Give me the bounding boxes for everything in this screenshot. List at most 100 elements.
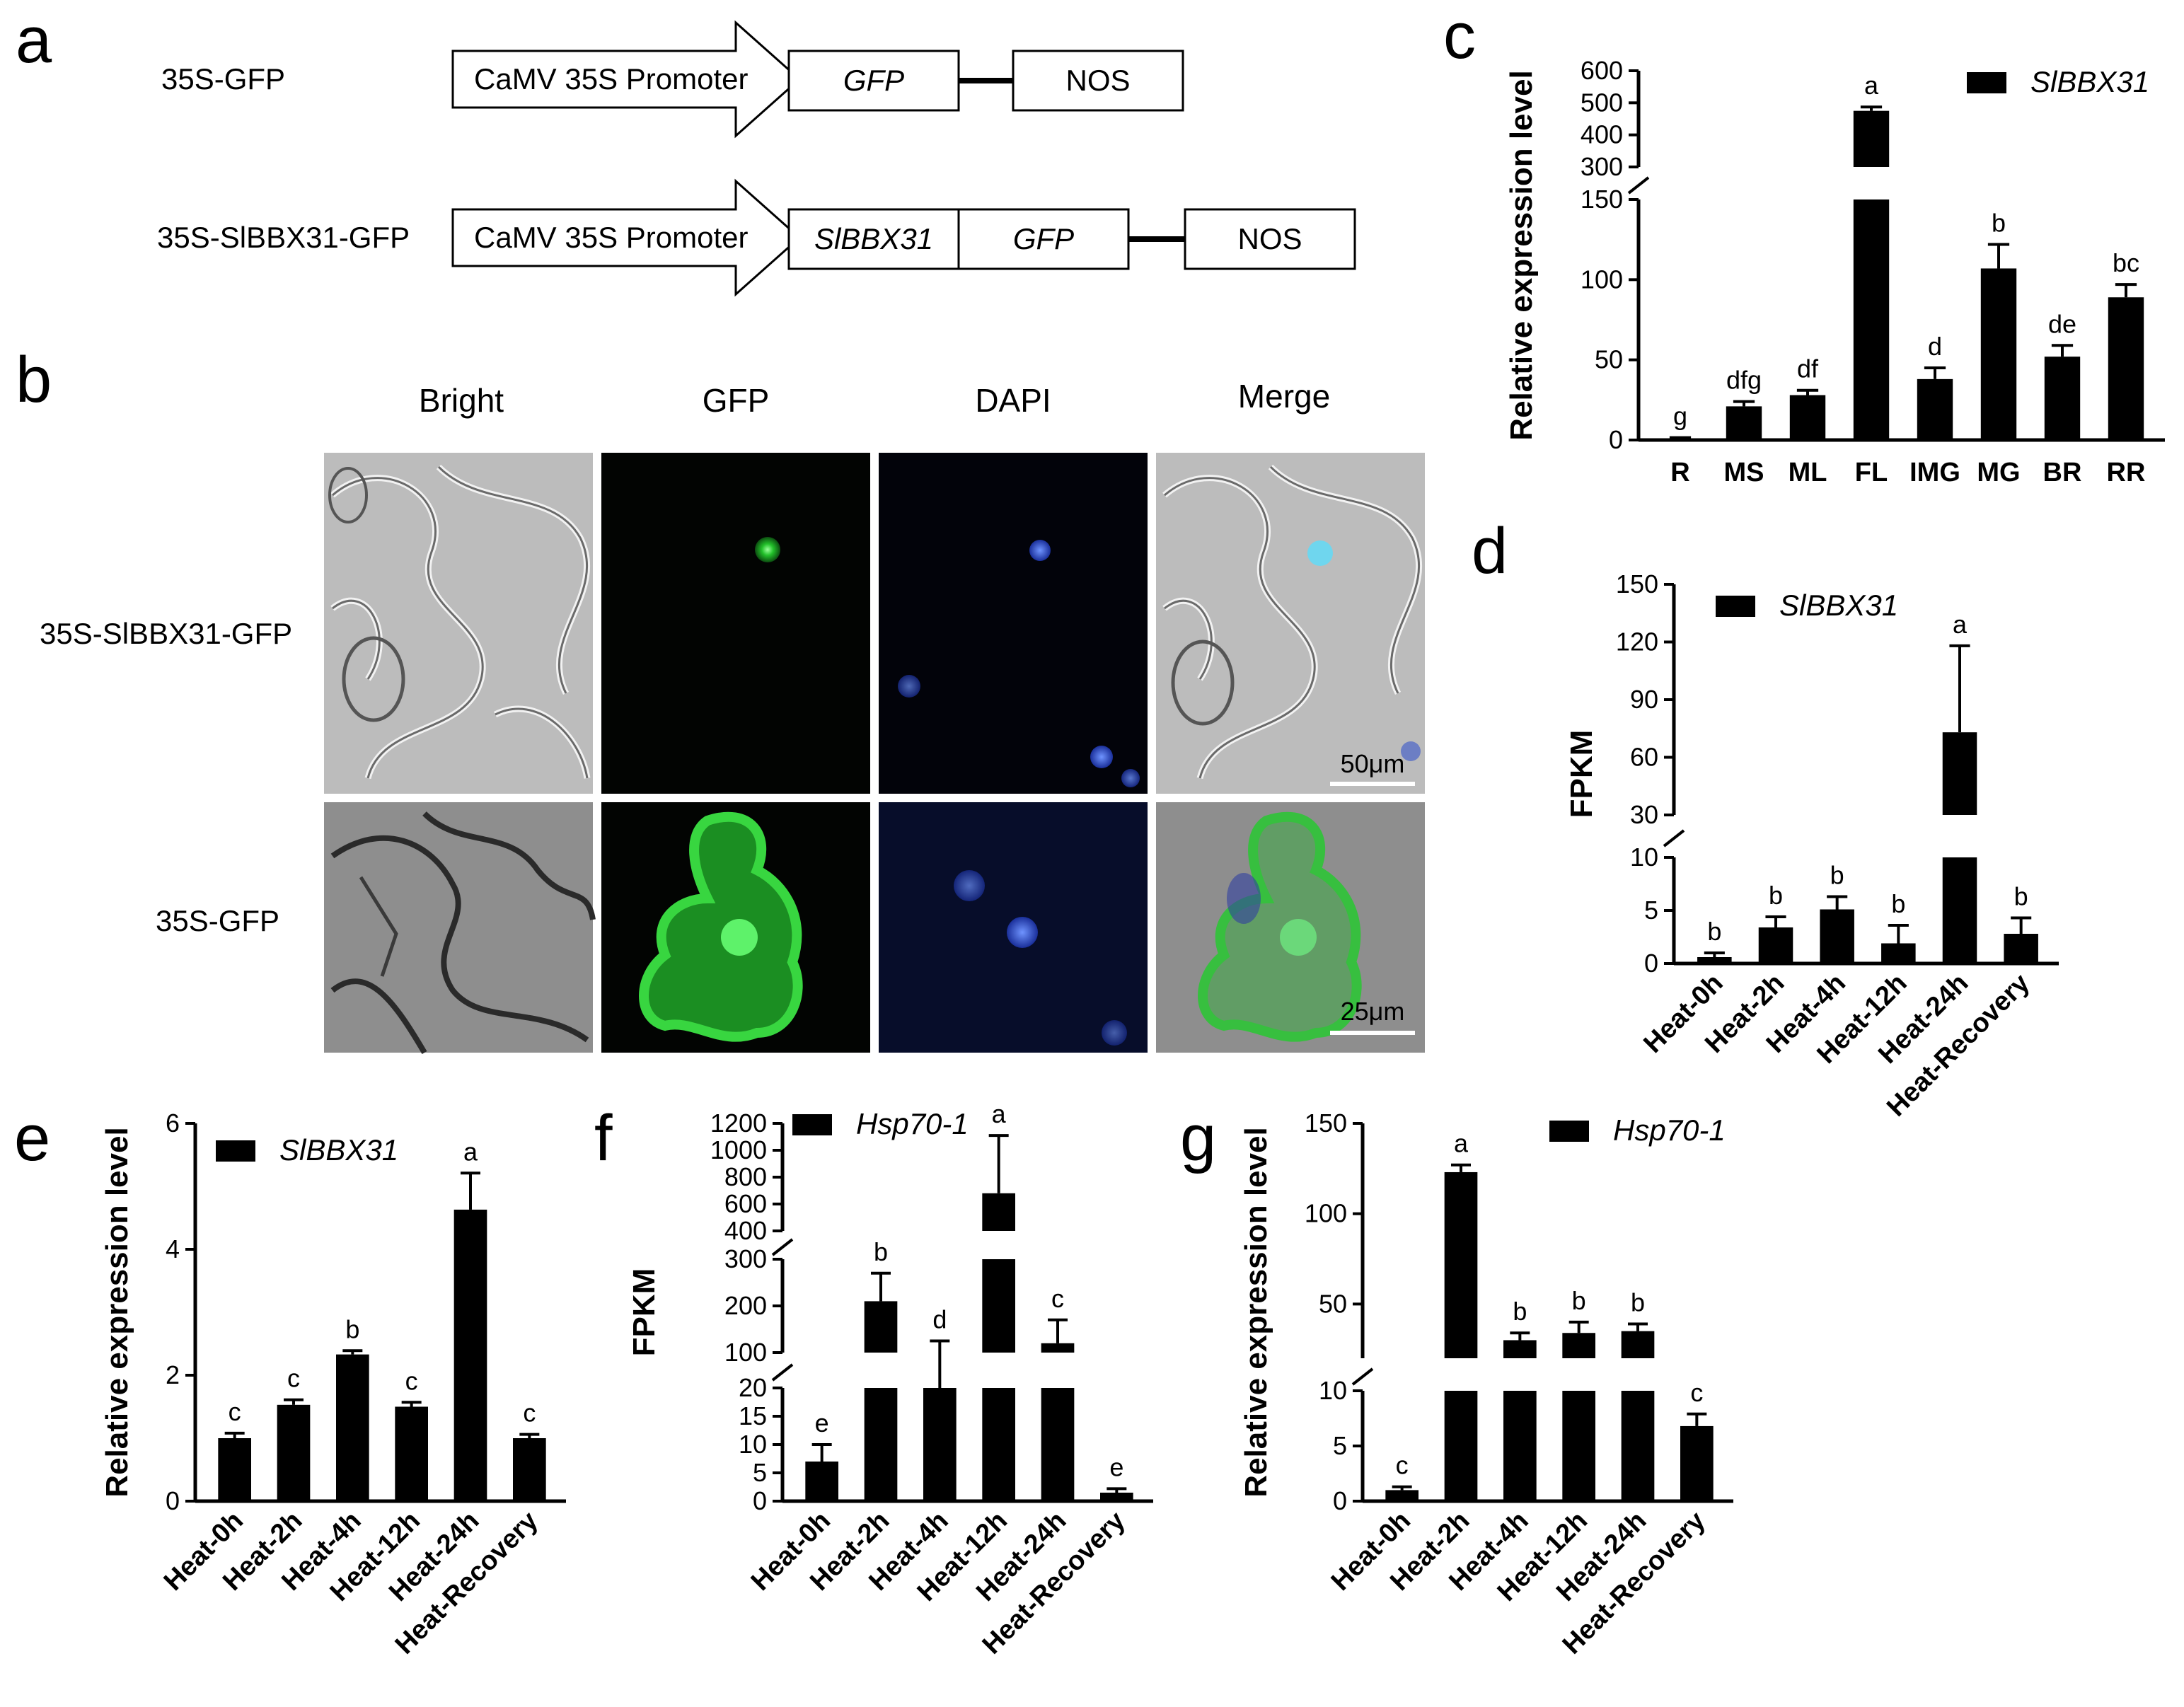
column-header-bright: Bright bbox=[419, 382, 504, 419]
significance-letter: g bbox=[1673, 402, 1687, 431]
significance-letter: c bbox=[229, 1397, 241, 1426]
bar bbox=[982, 1388, 1015, 1501]
significance-letter: a bbox=[1953, 610, 1968, 639]
y-tick-label: 90 bbox=[1630, 685, 1658, 714]
axis-break-mark bbox=[1627, 176, 1650, 195]
legend-label: SlBBX31 bbox=[279, 1133, 398, 1167]
axis-break-mark bbox=[1351, 1367, 1374, 1386]
construct-diagram: 35S-GFP CaMV 35S Promoter GFP NOS 35S-Sl… bbox=[157, 20, 1356, 297]
y-tick-label: 120 bbox=[1616, 627, 1658, 656]
column-header-dapi: DAPI bbox=[975, 382, 1051, 419]
bar bbox=[923, 1388, 957, 1501]
row-header-gfp: 35S-GFP bbox=[156, 904, 279, 937]
panel-label-a: a bbox=[16, 4, 52, 76]
significance-letter: b bbox=[1769, 881, 1783, 910]
construct-name-2: 35S-SlBBX31-GFP bbox=[157, 221, 410, 254]
panel-label-b: b bbox=[16, 344, 52, 416]
image-dapi-slbbx31 bbox=[879, 453, 1148, 794]
construct-name-1: 35S-GFP bbox=[161, 62, 285, 96]
y-tick-label: 600 bbox=[1581, 56, 1623, 85]
y-tick-label: 0 bbox=[1609, 425, 1623, 454]
y-axis-title: Relative expression level bbox=[100, 1127, 134, 1497]
y-tick-label: 300 bbox=[724, 1244, 767, 1273]
y-tick-label: 60 bbox=[1630, 743, 1658, 772]
y-tick-label: 2 bbox=[166, 1360, 180, 1389]
bar bbox=[1041, 1388, 1075, 1501]
significance-letter: a bbox=[463, 1137, 478, 1166]
legend-label: SlBBX31 bbox=[1779, 589, 1898, 622]
significance-letter: e bbox=[1109, 1452, 1123, 1481]
y-axis-title: FPKM bbox=[1564, 730, 1599, 818]
bar bbox=[1680, 1425, 1714, 1501]
axis-break-mark bbox=[771, 1238, 794, 1256]
y-tick-label: 500 bbox=[1581, 88, 1623, 117]
image-bright-slbbx31 bbox=[324, 453, 593, 794]
significance-letter: c bbox=[523, 1399, 536, 1428]
category-label: MS bbox=[1724, 458, 1764, 487]
bar bbox=[864, 1388, 898, 1501]
significance-letter: b bbox=[1830, 861, 1844, 890]
significance-letter: b bbox=[1572, 1286, 1586, 1315]
legend-swatch bbox=[1549, 1121, 1589, 1142]
y-tick-label: 150 bbox=[1616, 569, 1658, 598]
y-tick-label: 0 bbox=[1333, 1486, 1347, 1515]
legend-label: Hsp70-1 bbox=[856, 1107, 969, 1140]
bar bbox=[1917, 378, 1953, 440]
category-label: BR bbox=[2043, 458, 2082, 487]
bar bbox=[805, 1462, 838, 1501]
bar bbox=[218, 1438, 251, 1501]
y-tick-label: 6 bbox=[166, 1109, 180, 1138]
legend-swatch bbox=[216, 1140, 255, 1162]
scalebar-label-1: 50μm bbox=[1341, 749, 1405, 778]
y-tick-label: 10 bbox=[1319, 1376, 1347, 1405]
y-tick-label: 20 bbox=[739, 1373, 767, 1402]
y-tick-label: 0 bbox=[753, 1486, 767, 1515]
significance-letter: a bbox=[992, 1099, 1007, 1128]
y-tick-label: 1000 bbox=[710, 1135, 767, 1164]
y-tick-label: 50 bbox=[1595, 345, 1623, 374]
category-label: RR bbox=[2107, 458, 2146, 487]
bar bbox=[1820, 909, 1854, 964]
bar bbox=[1621, 1391, 1655, 1501]
significance-letter: b bbox=[1513, 1297, 1527, 1326]
category-label: MG bbox=[1977, 458, 2020, 487]
significance-letter: b bbox=[1707, 917, 1721, 946]
significance-letter: e bbox=[815, 1408, 829, 1437]
legend-swatch bbox=[1716, 596, 1755, 617]
promoter-arrow-2 bbox=[451, 178, 802, 297]
y-tick-label: 30 bbox=[1630, 800, 1658, 829]
y-tick-label: 4 bbox=[166, 1234, 180, 1263]
column-header-merge: Merge bbox=[1238, 378, 1330, 415]
category-label: IMG bbox=[1909, 458, 1960, 487]
significance-letter: df bbox=[1797, 354, 1819, 383]
y-tick-label: 800 bbox=[724, 1162, 767, 1191]
significance-letter: c bbox=[1690, 1378, 1703, 1407]
bar bbox=[395, 1406, 428, 1501]
y-tick-label: 15 bbox=[739, 1401, 767, 1430]
bar bbox=[277, 1404, 311, 1501]
panel-label-g: g bbox=[1180, 1102, 1216, 1174]
bar bbox=[1853, 199, 1890, 440]
scalebar-label-2: 25μm bbox=[1341, 997, 1405, 1026]
y-tick-label: 5 bbox=[753, 1458, 767, 1487]
legend-label: SlBBX31 bbox=[2030, 65, 2149, 98]
y-tick-label: 300 bbox=[1581, 152, 1623, 181]
category-label: ML bbox=[1789, 458, 1827, 487]
gene-box-2 bbox=[787, 208, 960, 270]
category-label: FL bbox=[1855, 458, 1888, 487]
significance-letter: d bbox=[1928, 332, 1942, 361]
panel-label-e: e bbox=[14, 1102, 50, 1174]
image-bright-gfp bbox=[324, 802, 596, 1055]
bar bbox=[1562, 1391, 1595, 1501]
significance-letter: a bbox=[1864, 71, 1879, 100]
axis-break-mark bbox=[1663, 829, 1685, 847]
bar bbox=[1980, 268, 2017, 440]
bar bbox=[1789, 395, 1826, 440]
y-tick-label: 100 bbox=[724, 1338, 767, 1367]
significance-letter: b bbox=[345, 1314, 359, 1343]
legend-label: Hsp70-1 bbox=[1613, 1113, 1726, 1147]
axis-break-mark bbox=[771, 1363, 794, 1382]
